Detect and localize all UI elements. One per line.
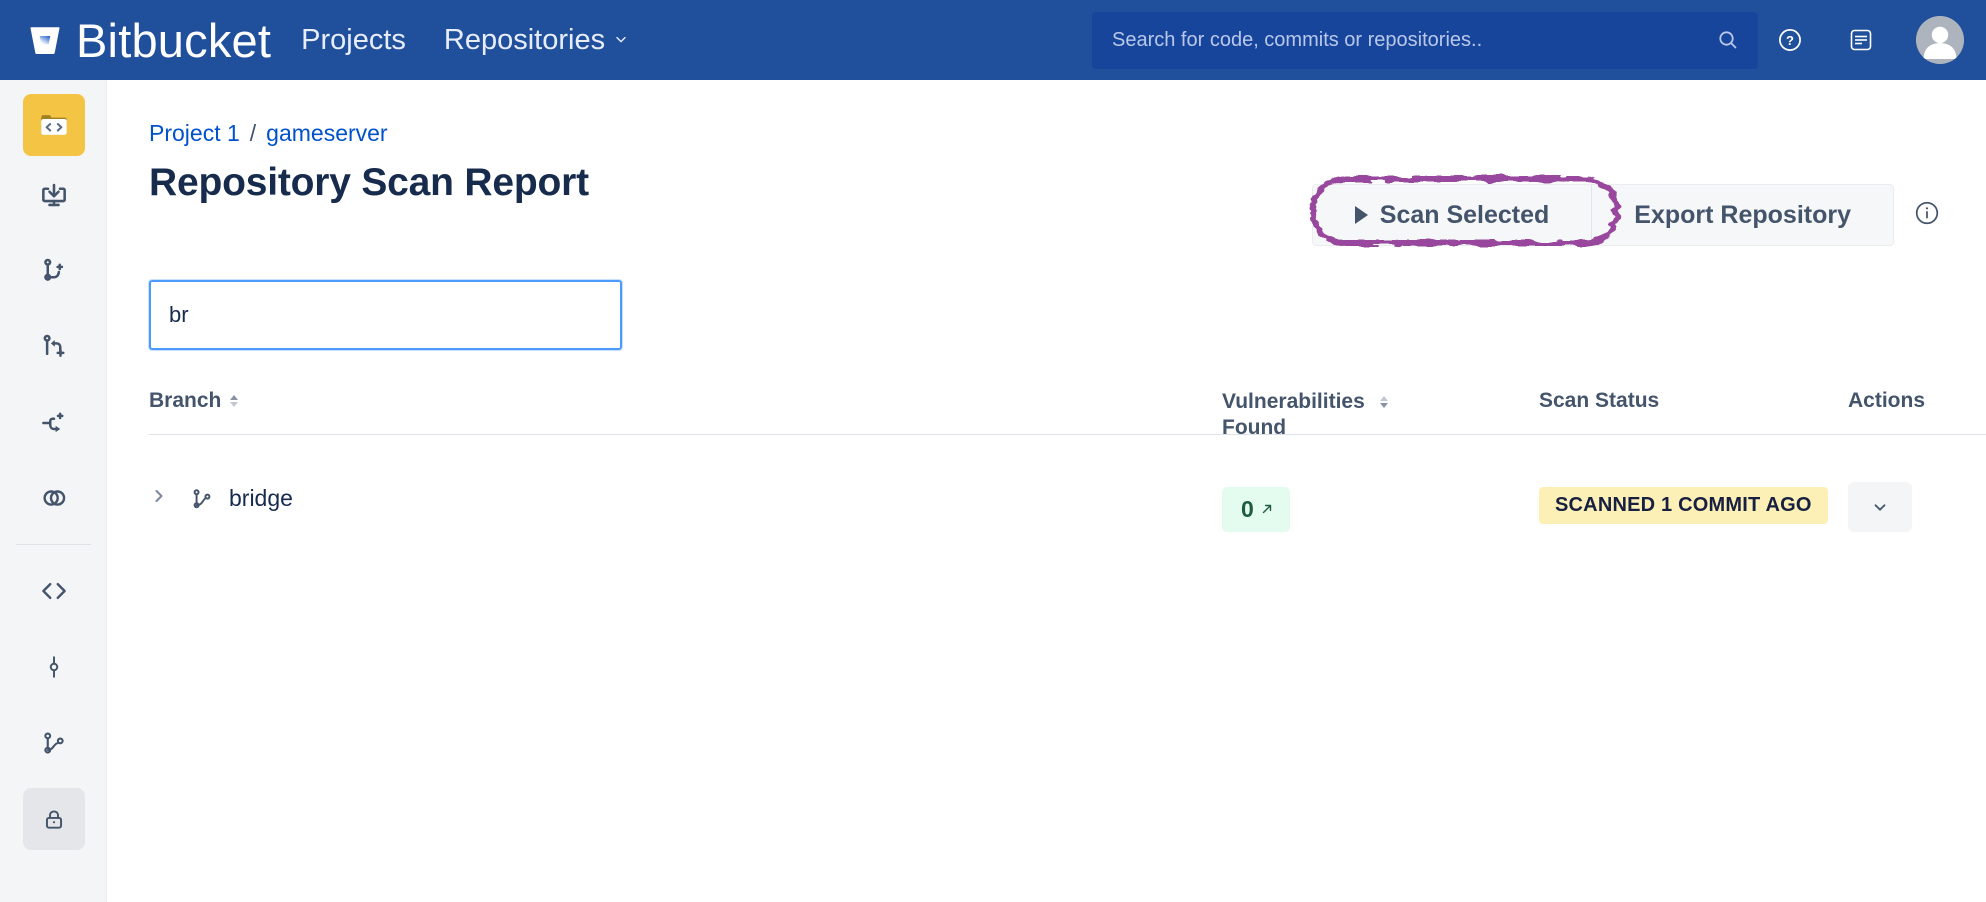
svg-text:?: ? (1786, 33, 1794, 48)
